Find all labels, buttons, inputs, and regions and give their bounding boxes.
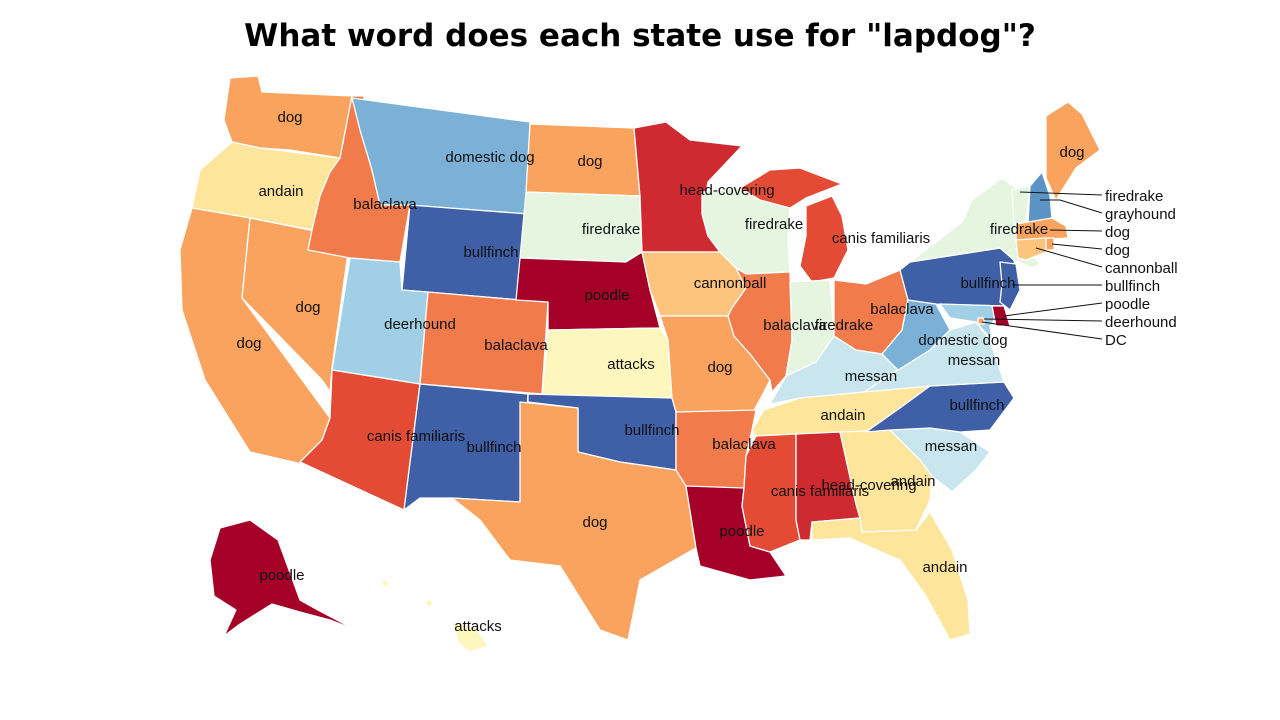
label-NY: firedrake	[990, 221, 1048, 238]
label-IA: cannonball	[694, 275, 767, 292]
label-NE: poodle	[584, 287, 629, 304]
state-AK	[209, 519, 357, 637]
leader-MA	[1049, 229, 1103, 232]
label-MT: domestic dog	[445, 149, 534, 166]
label-SD: firedrake	[582, 221, 640, 238]
label-IN: firedrake	[815, 317, 873, 334]
label-LA: poodle	[719, 523, 764, 540]
label-AL: head-covering	[821, 477, 916, 494]
callout-label-MD: deerhound	[1105, 314, 1177, 331]
label-FL: andain	[922, 559, 967, 576]
label-IL: balaclava	[763, 317, 827, 334]
callout-label-DE: poodle	[1105, 296, 1150, 313]
label-UT: deerhound	[384, 316, 456, 333]
callout-label-DC: DC	[1105, 332, 1127, 349]
leader-VT	[1019, 191, 1103, 196]
leader-NH	[1040, 199, 1103, 214]
state-WA	[223, 75, 353, 159]
label-MN: head-covering	[679, 182, 774, 199]
label-MS: canis familiaris	[771, 483, 869, 500]
label-CO: balaclava	[484, 337, 548, 354]
callout-label-CT: cannonball	[1105, 260, 1178, 277]
label-ND: dog	[577, 153, 602, 170]
label-OH: balaclava	[870, 301, 934, 318]
label-SC: messan	[925, 438, 978, 455]
label-HI: attacks	[454, 618, 502, 635]
state-IL	[727, 267, 793, 393]
northeast-callouts: firedrake grayhound dog dog cannonball b…	[981, 188, 1178, 349]
callout-label-MA: dog	[1105, 224, 1130, 241]
label-MI: canis familiaris	[832, 230, 930, 247]
leader-DC	[981, 321, 1103, 340]
state-CO	[419, 291, 549, 395]
state-MI	[739, 167, 849, 283]
label-NC: bullfinch	[949, 397, 1004, 414]
state-labels: dog andain dog dog balaclava domestic do…	[236, 109, 1084, 635]
state-NC	[865, 381, 1015, 433]
state-ME	[1045, 101, 1101, 201]
leader-CT	[1035, 247, 1103, 268]
label-TN: andain	[820, 407, 865, 424]
state-TX	[451, 401, 697, 641]
label-AZ: canis familiaris	[367, 428, 465, 445]
label-TX: dog	[582, 514, 607, 531]
label-OK: bullfinch	[624, 422, 679, 439]
callout-label-VT: firedrake	[1105, 188, 1163, 205]
label-CA: dog	[236, 335, 261, 352]
leader-RI	[1051, 243, 1103, 250]
label-PA: bullfinch	[960, 275, 1015, 292]
label-OR: andain	[258, 183, 303, 200]
leader-MD	[983, 318, 1103, 322]
label-NM: bullfinch	[466, 439, 521, 456]
state-WV	[881, 299, 951, 371]
callout-label-RI: dog	[1105, 242, 1130, 259]
label-WY: bullfinch	[463, 244, 518, 261]
state-HI	[381, 579, 489, 653]
label-KS: attacks	[607, 356, 655, 373]
label-AR: balaclava	[712, 436, 776, 453]
label-AK: poodle	[259, 567, 304, 584]
state-DC	[977, 317, 985, 325]
label-WI: firedrake	[745, 216, 803, 233]
label-ID: balaclava	[353, 196, 417, 213]
label-NV: dog	[295, 299, 320, 316]
callout-label-NH: grayhound	[1105, 206, 1176, 223]
label-VA: messan	[948, 352, 1001, 369]
label-ME: dog	[1059, 144, 1084, 161]
state-NH	[1027, 171, 1053, 225]
state-CT	[1015, 237, 1047, 261]
label-MO: dog	[707, 359, 732, 376]
label-WV: domestic dog	[918, 332, 1007, 349]
state-NJ	[999, 261, 1021, 311]
label-GA: andain	[890, 473, 935, 490]
callout-label-NJ: bullfinch	[1105, 278, 1160, 295]
label-KY: messan	[845, 368, 898, 385]
map-title: What word does each state use for "lapdo…	[244, 18, 1036, 54]
leader-DE	[1003, 302, 1103, 317]
state-FL	[811, 511, 971, 641]
label-WA: dog	[277, 109, 302, 126]
